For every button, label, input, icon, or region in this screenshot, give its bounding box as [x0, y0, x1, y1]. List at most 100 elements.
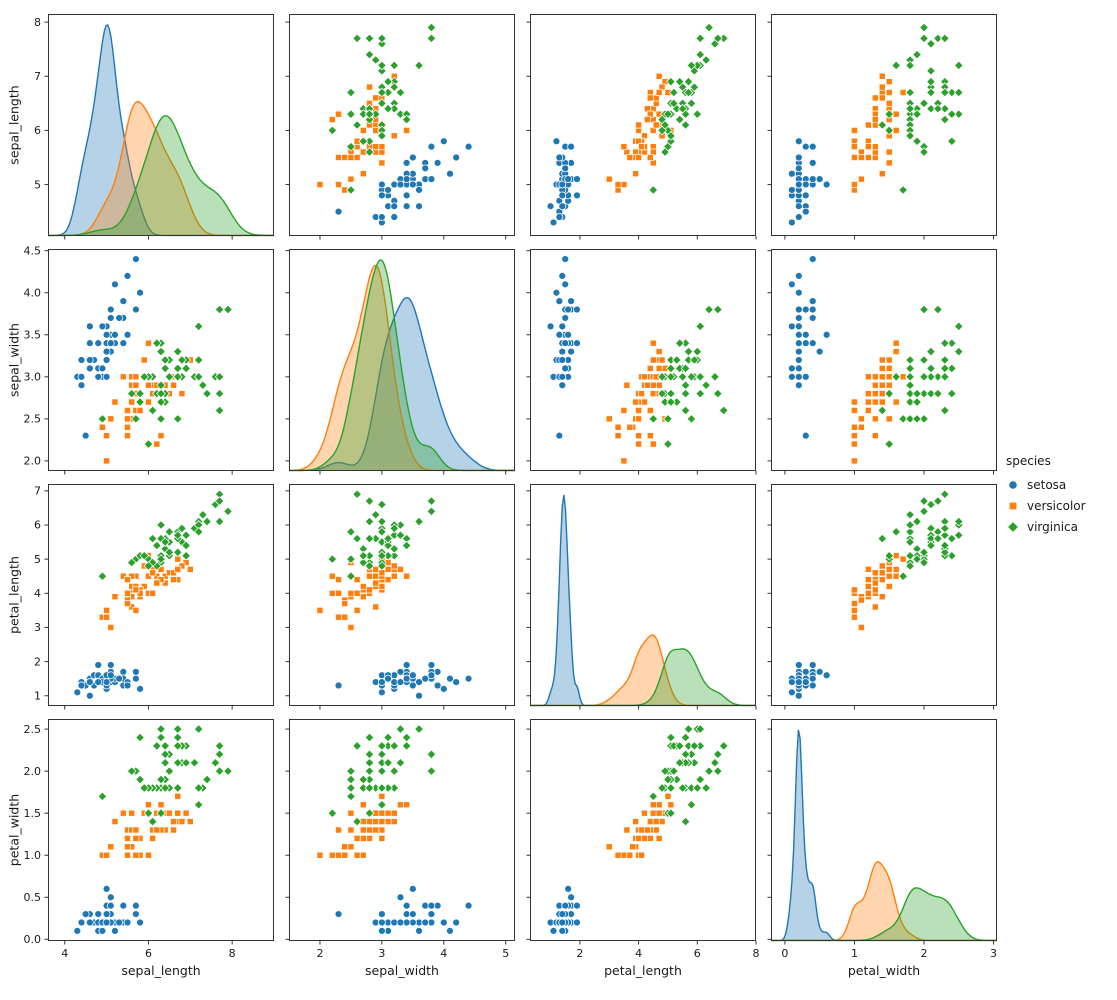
scatter-series-setosa [73, 884, 144, 935]
tick-label: 7 [34, 485, 41, 498]
tick-label: 4 [635, 947, 642, 960]
y-axis-label-petal-length: petal_length [6, 556, 22, 634]
x-axis-label-sepal-width: sepal_width [365, 963, 439, 978]
subplot-petal_length-vs-sepal_length: 1 2 3 4 5 6 7 [34, 484, 274, 710]
scatter-series-setosa [787, 137, 831, 227]
axes-frame [530, 14, 756, 236]
tick-label: 1.0 [24, 849, 42, 862]
axes-frame [48, 14, 274, 236]
scatter-series-versicolor [850, 72, 914, 194]
axes-frame [771, 719, 997, 941]
tick-label: 5 [502, 947, 509, 960]
subplot-petal_width-vs-petal_length: 2 4 6 8 [526, 719, 760, 960]
scatter-series-versicolor [605, 784, 675, 859]
tick-label: 2.5 [24, 723, 42, 736]
x-axis-label-petal-width: petal_width [847, 963, 921, 978]
kde-sepal_length [48, 24, 274, 237]
scatter-series-setosa [546, 884, 581, 935]
legend-label-versicolor: versicolor [1027, 498, 1086, 513]
tick-label: 8 [34, 16, 41, 29]
y-axis-label-petal-width: petal_width [6, 793, 22, 867]
circle-marker-icon [1008, 479, 1018, 490]
kde-fill-setosa [771, 729, 997, 941]
kde-fill-versicolor [530, 634, 756, 706]
scatter-series-virginica [327, 724, 437, 827]
tick-label: 2 [316, 947, 323, 960]
axes-frame [289, 14, 515, 236]
axes-frame [771, 249, 997, 471]
axes-frame [530, 484, 756, 706]
tick-label: 4 [34, 587, 41, 600]
scatter-series-setosa [546, 137, 581, 227]
kde-fill-versicolor [48, 101, 274, 236]
tick-label: 2.0 [24, 455, 42, 468]
scatter-series-setosa [73, 661, 144, 700]
tick-label: 4 [440, 947, 447, 960]
scatter-series-virginica [877, 22, 964, 195]
legend-item-virginica: virginica [1006, 516, 1086, 537]
scatter-series-versicolor [850, 552, 914, 631]
x-axis-label-petal-length: petal_length [604, 963, 682, 978]
subplot-sepal_width-vs-sepal_length: 2.0 2.5 3.0 3.5 4.0 4.5 [24, 244, 274, 475]
axes-frame [48, 249, 274, 471]
tick-label: 6 [694, 947, 701, 960]
scatter-series-setosa [73, 255, 144, 440]
tick-label: 0.0 [24, 933, 42, 946]
scatter-series-versicolor [98, 552, 194, 631]
scatter-series-versicolor [850, 339, 914, 465]
tick-label: 0.5 [24, 891, 42, 904]
axes-frame [530, 719, 756, 941]
scatter-series-virginica [327, 489, 437, 582]
kde-line-virginica [48, 114, 274, 237]
subplot-sepal_width-vs-petal_width [767, 249, 997, 475]
tick-label: 4.0 [24, 286, 42, 299]
kde-fill-setosa [289, 297, 515, 471]
scatter-series-setosa [334, 661, 473, 700]
tick-label: 2.5 [24, 413, 42, 426]
tick-label: 6 [34, 124, 41, 137]
axes-frame [48, 484, 274, 706]
tick-label: 2 [576, 947, 583, 960]
kde-fill-setosa [48, 24, 274, 236]
tick-label: 6 [145, 947, 152, 960]
tick-label: 1 [851, 947, 858, 960]
scatter-series-virginica [648, 22, 729, 195]
subplot-sepal_width-vs-petal_length [526, 249, 757, 475]
axes-frame [289, 719, 515, 941]
tick-label: 8 [753, 947, 760, 960]
tick-label: 8 [229, 947, 236, 960]
tick-label: 2.0 [24, 765, 42, 778]
kde-sepal_width [289, 259, 515, 472]
x-axis-label-sepal-length: sepal_length [121, 963, 201, 978]
tick-label: 4.5 [24, 244, 42, 257]
kde-petal_width [771, 729, 997, 942]
axes-frame [289, 484, 515, 706]
scatter-series-virginica [327, 22, 437, 195]
axes-frame [771, 14, 997, 236]
scatter-series-setosa [787, 661, 831, 700]
scatter-series-virginica [877, 304, 964, 449]
axes-frame [48, 719, 274, 941]
subplot-sepal_length-vs-sepal_width [285, 14, 515, 240]
axes-frame [530, 249, 756, 471]
legend-item-versicolor: versicolor [1006, 495, 1086, 516]
tick-label: 4 [61, 947, 68, 960]
subplot-petal_length-vs-petal_width [767, 484, 997, 710]
scatter-series-setosa [546, 255, 581, 440]
legend-label-setosa: setosa [1027, 477, 1067, 492]
tick-label: 2 [34, 655, 41, 668]
legend-item-setosa: setosa [1006, 474, 1086, 495]
scatter-series-versicolor [316, 784, 411, 859]
legend-label-virginica: virginica [1027, 519, 1078, 534]
axes-frame [289, 249, 515, 471]
subplot-petal_length-vs-sepal_width [285, 484, 515, 710]
scatter-series-setosa [334, 137, 473, 227]
kde-fill-versicolor [771, 861, 997, 941]
tick-label: 2 [920, 947, 927, 960]
tick-label: 3.5 [24, 329, 42, 342]
kde-fill-virginica [289, 259, 515, 471]
scatter-series-virginica [877, 489, 964, 582]
kde-fill-virginica [771, 887, 997, 941]
